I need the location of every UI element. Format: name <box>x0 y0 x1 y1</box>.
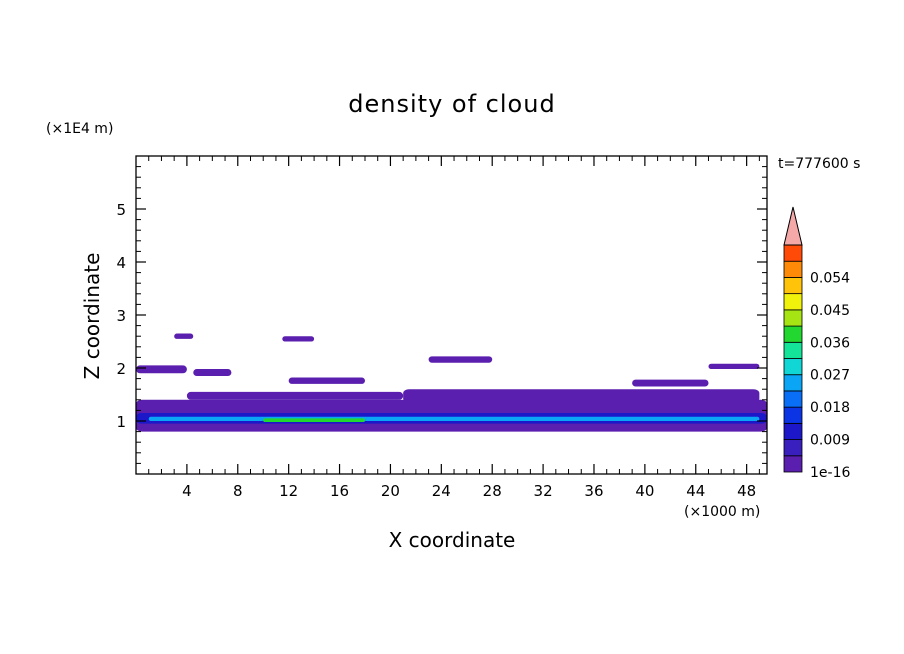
x-tick-label: 36 <box>584 482 603 500</box>
colorbar-label: 0.009 <box>810 433 850 449</box>
time-label: t=777600 s <box>778 156 860 172</box>
contour-region <box>136 365 187 374</box>
colorbar-label: 0.036 <box>810 335 850 351</box>
x-tick-label: 12 <box>279 482 298 500</box>
contour-region <box>193 369 232 376</box>
x-tick-label: 44 <box>686 482 705 500</box>
colorbar-label: 0.054 <box>810 270 850 286</box>
contour-region <box>632 379 709 387</box>
colorbar-band <box>783 406 803 424</box>
colorbar-band <box>783 358 803 376</box>
x-tick-label: 16 <box>330 482 349 500</box>
colorbar-band <box>783 455 803 473</box>
colorbar-band <box>783 309 803 327</box>
x-axis-label: X coordinate <box>389 528 516 552</box>
x-tick-label: 8 <box>233 482 243 500</box>
y-tick-label: 2 <box>116 360 126 378</box>
x-tick-label: 4 <box>182 482 192 500</box>
x-tick-label: 32 <box>534 482 553 500</box>
colorbar-band <box>783 374 803 392</box>
contour-region <box>403 389 760 403</box>
colorbar-label: 0.045 <box>810 303 850 319</box>
y-tick-label: 4 <box>116 254 126 272</box>
colorbar: 1e-16 0.009 0.018 0.027 0.036 0.045 0.054 <box>783 206 850 481</box>
contour-region <box>148 416 760 421</box>
colorbar-overflow <box>783 206 803 246</box>
chart-title: density of cloud <box>348 90 555 118</box>
y-unit-label: (×1E4 m) <box>46 121 113 137</box>
x-tick-label: 28 <box>483 482 502 500</box>
x-tick-label: 24 <box>432 482 451 500</box>
colorbar-band <box>783 422 803 440</box>
contour-region <box>288 377 365 384</box>
y-tick-label: 5 <box>116 201 126 219</box>
colorbar-label: 1e-16 <box>810 465 850 481</box>
colorbar-band <box>783 293 803 311</box>
x-tick-label: 40 <box>635 482 654 500</box>
y-tick-label: 3 <box>116 307 126 325</box>
x-unit-label: (×1000 m) <box>684 504 760 520</box>
x-tick-label: 20 <box>381 482 400 500</box>
contour-region <box>282 336 315 342</box>
colorbar-band <box>783 439 803 457</box>
contour-region <box>708 363 760 370</box>
colorbar-band <box>783 244 803 262</box>
y-axis-label: Z coordinate <box>80 253 104 380</box>
contour-region <box>428 356 493 363</box>
x-tick-label: 48 <box>737 482 756 500</box>
colorbar-band <box>783 260 803 278</box>
contour-region <box>263 418 365 423</box>
colorbar-label: 0.027 <box>810 368 850 384</box>
contour-region <box>174 333 194 339</box>
colorbar-band <box>783 341 803 359</box>
colorbar-band <box>783 277 803 295</box>
colorbar-band <box>783 390 803 408</box>
colorbar-band <box>783 325 803 343</box>
y-tick-label: 1 <box>116 413 126 431</box>
contour-region <box>186 391 404 400</box>
contour-layer <box>136 333 767 432</box>
colorbar-label: 0.018 <box>810 400 850 416</box>
